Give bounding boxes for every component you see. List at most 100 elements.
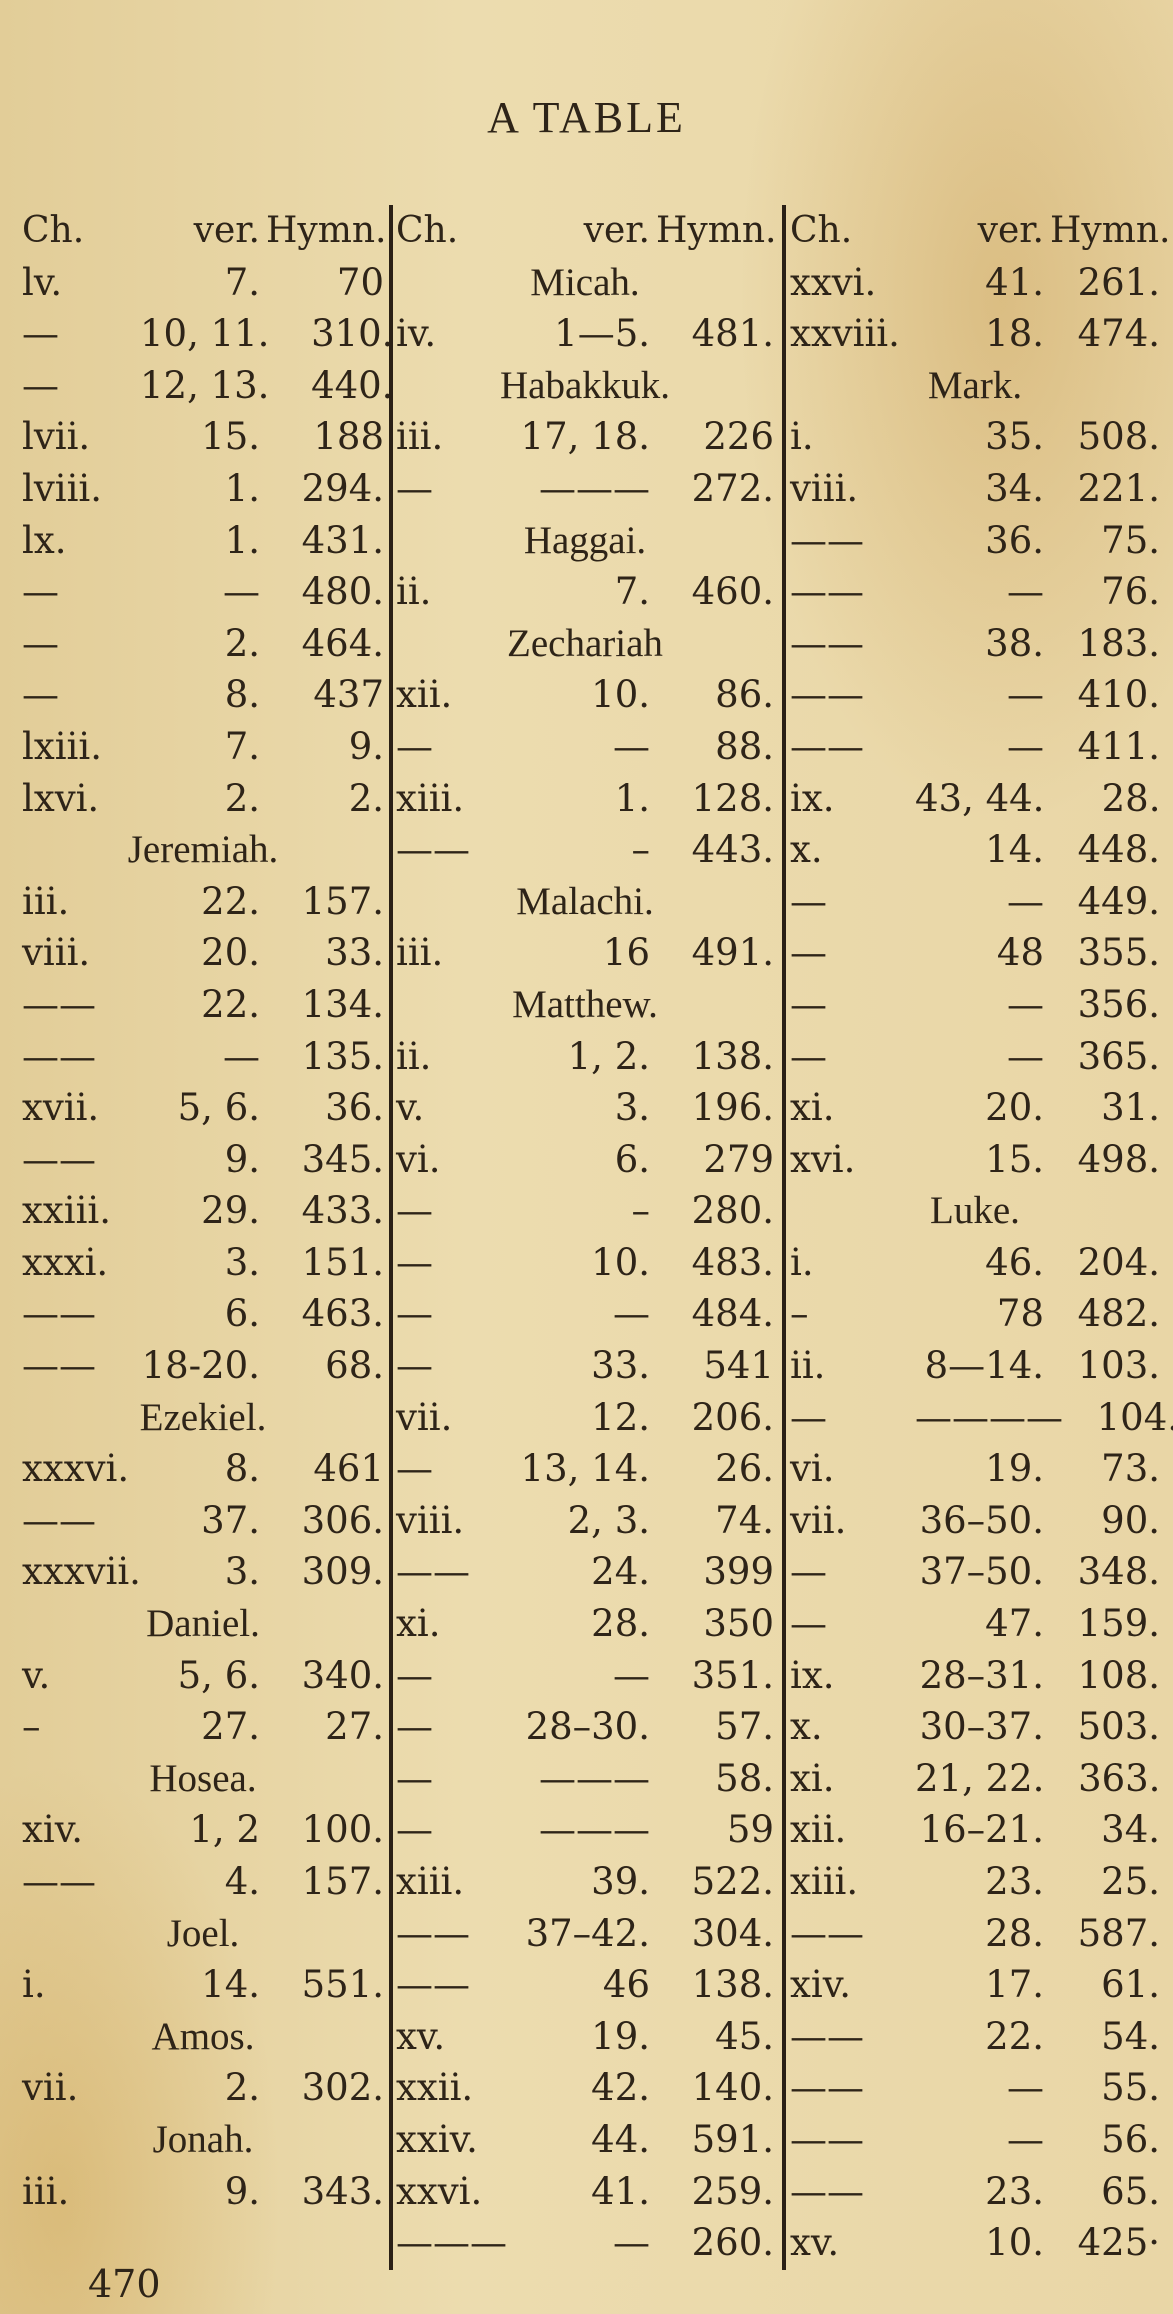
table-row: v. 5, 6. 340. — [22, 1650, 384, 1702]
chapter-cell: ii. — [790, 1344, 826, 1388]
verse-cell: 10. — [591, 1240, 650, 1284]
verse-cell: 2. — [224, 621, 260, 665]
table-row: ix. 43, 44. 28. — [790, 773, 1160, 825]
chapter-cell: —— — [790, 2117, 864, 2161]
chapter-cell: —— — [396, 1550, 470, 1594]
table-row: viii. 2, 3. 74. — [396, 1495, 774, 1547]
verse-cell: 9. — [224, 2169, 260, 2213]
hymn-cell: 140. — [691, 2066, 774, 2110]
chapter-cell: xxvi. — [790, 260, 877, 304]
chapter-cell: i. — [790, 1240, 814, 1284]
chapter-cell: —— — [22, 982, 96, 1026]
table-row: xvii. 5, 6. 36. — [22, 1082, 384, 1134]
chapter-cell: lxvi. — [22, 776, 100, 820]
table-row: —— 22. 54. — [790, 2011, 1160, 2063]
verse-cell: 12. — [591, 1395, 650, 1439]
table-row: —— 28. 587. — [790, 1908, 1160, 1960]
column-divider — [782, 205, 786, 2270]
table-row: xv. 19. 45. — [396, 2011, 774, 2063]
chapter-cell: — — [22, 312, 59, 356]
hymn-cell: 310. — [311, 312, 394, 356]
hymn-cell: 345. — [301, 1137, 384, 1181]
chapter-cell: i. — [790, 415, 814, 459]
table-column-1: Ch. ver. Hymn. lv. 7. 70 — 10, 11. 310. — 12, 13. 4… — [22, 205, 393, 2265]
book-heading: Micah. — [530, 260, 640, 304]
hymn-cell: 356. — [1077, 982, 1160, 1026]
verse-cell: — — [613, 1292, 650, 1336]
table-row: xvi. 15. 498. — [790, 1134, 1160, 1186]
table-row: vii. 36–50. 90. — [790, 1495, 1160, 1547]
verse-cell: 19. — [591, 2014, 650, 2058]
table-row: —— 46 138. — [396, 1959, 774, 2011]
chapter-cell: xiv. — [790, 1963, 851, 2007]
chapter-cell: xi. — [396, 1602, 441, 1646]
hymn-cell: 2. — [348, 776, 384, 820]
hymn-cell: 75. — [1101, 518, 1160, 562]
table-row: iv. 1—5. 481. — [396, 308, 774, 360]
chapter-cell: viii. — [790, 466, 859, 510]
table-row: —— —56. — [790, 2114, 1160, 2166]
table-row: xiv. 17. 61. — [790, 1959, 1160, 2011]
chapter-cell: xxviii. — [790, 312, 900, 356]
verse-cell: 37. — [201, 1498, 260, 1542]
chapter-cell: xiii. — [396, 776, 465, 820]
table-column-2: Ch. ver. Hymn. Micah. iv. 1—5. 481. Habakkuk. ii… — [396, 205, 777, 2265]
verse-cell: 48 — [996, 931, 1044, 975]
verse-cell: 13, 14. — [520, 1447, 650, 1491]
chapter-cell: — — [790, 931, 827, 975]
table-row: — 13, 14. 26. — [396, 1443, 774, 1495]
hymn-cell: 483. — [691, 1240, 774, 1284]
hymn-cell: 27. — [325, 1705, 384, 1749]
chapter-cell: v. — [396, 1086, 425, 1130]
chapter-cell: lviii. — [22, 466, 102, 510]
verse-cell: 37–50. — [919, 1550, 1044, 1594]
hymn-cell: 433. — [301, 1189, 384, 1233]
verse-cell: 38. — [985, 621, 1044, 665]
table-row: —— 9. 345. — [22, 1134, 384, 1186]
chapter-cell: vii. — [22, 2066, 79, 2110]
table-row: — 33. 541 — [396, 1340, 774, 1392]
hymn-cell: 399 — [703, 1550, 774, 1594]
chapter-cell: xii. — [790, 1808, 847, 1852]
chapter-cell: x. — [790, 828, 823, 872]
chapter-cell: vii. — [396, 1395, 453, 1439]
verse-cell: 20. — [985, 1086, 1044, 1130]
hymn-cell: 221. — [1077, 466, 1160, 510]
column-header: Ch. ver. Hymn. — [396, 205, 777, 257]
verse-cell: — — [1007, 2066, 1044, 2110]
verse-cell: — — [1007, 879, 1044, 923]
table-row: —— 4. 157. — [22, 1856, 384, 1908]
verse-cell: 22. — [201, 982, 260, 1026]
table-row: — 10, 11. 310. — [22, 308, 393, 360]
chapter-cell: —— — [22, 1137, 96, 1181]
chapter-cell: ix. — [790, 1653, 835, 1697]
hymn-cell: 306. — [301, 1498, 384, 1542]
table-row: vii. 2. 302. — [22, 2062, 384, 2114]
hymn-cell: 61. — [1101, 1963, 1160, 2007]
verse-cell: 14. — [985, 828, 1044, 872]
table-row: —— 37–42. 304. — [396, 1908, 774, 1960]
table-row: ii. 8—14. 103. — [790, 1340, 1160, 1392]
chapter-cell: — — [790, 879, 827, 923]
table-row: xxii. 42. 140. — [396, 2062, 774, 2114]
hymn-cell: 541 — [703, 1344, 774, 1388]
column-header: Ch. ver. Hymn. — [22, 205, 387, 257]
hymn-cell: 355. — [1077, 931, 1160, 975]
hymn-cell: 206. — [691, 1395, 774, 1439]
table-row: – 78 482. — [790, 1288, 1160, 1340]
table-row: —— 22. 134. — [22, 979, 384, 1031]
chapter-cell: vi. — [790, 1447, 835, 1491]
header-hymn: Hymn. — [266, 210, 387, 251]
table-row: —— 6. 463. — [22, 1288, 384, 1340]
verse-cell: 2. — [224, 776, 260, 820]
table-row: xiv. 1, 2 100. — [22, 1804, 384, 1856]
hymn-cell: 57. — [715, 1705, 774, 1749]
hymn-cell: 134. — [301, 982, 384, 1026]
hymn-cell: 449. — [1077, 879, 1160, 923]
verse-cell: ——— — [539, 1808, 650, 1852]
verse-cell: 8. — [224, 1447, 260, 1491]
chapter-cell: xxiii. — [22, 1189, 111, 1233]
table-row: xxviii. 18. 474. — [790, 308, 1160, 360]
verse-cell: 34. — [985, 466, 1044, 510]
verse-cell: 15. — [201, 415, 260, 459]
